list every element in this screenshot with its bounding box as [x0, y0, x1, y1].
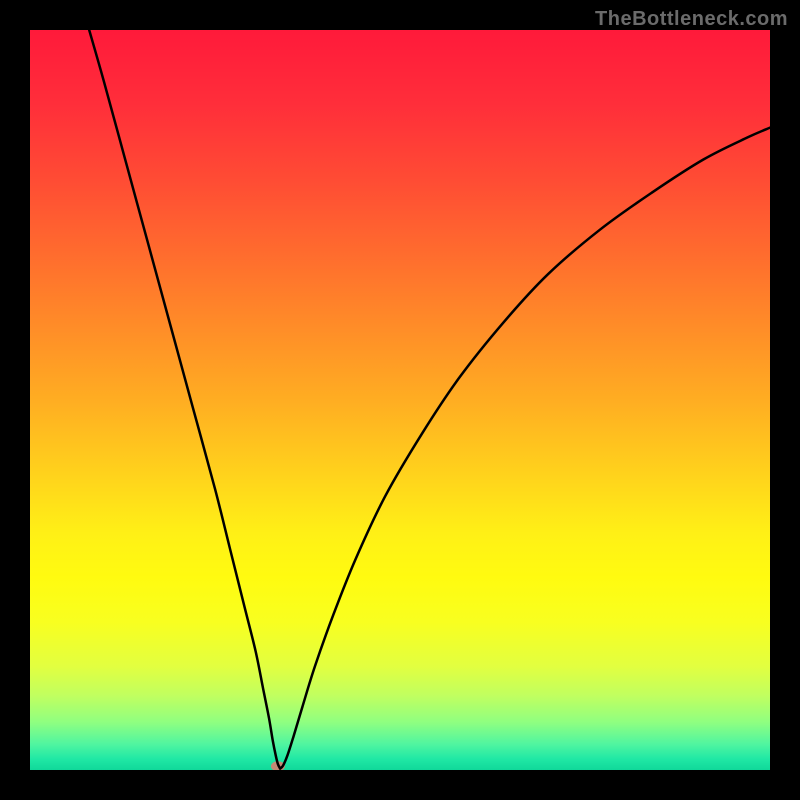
watermark-label: TheBottleneck.com — [595, 8, 788, 31]
chart-container — [0, 0, 800, 800]
chart-gradient-background — [30, 30, 770, 770]
bottleneck-chart — [0, 0, 800, 800]
